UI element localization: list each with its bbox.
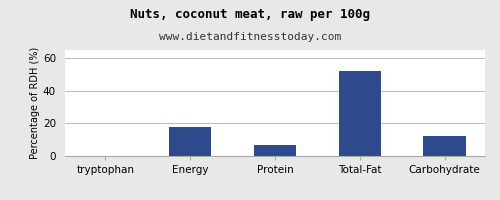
Y-axis label: Percentage of RDH (%): Percentage of RDH (%) (30, 47, 40, 159)
Bar (254, 145, 296, 156)
Bar (424, 136, 466, 156)
Text: Nuts, coconut meat, raw per 100g: Nuts, coconut meat, raw per 100g (130, 8, 370, 21)
Bar (338, 71, 381, 156)
Bar (169, 127, 212, 156)
Text: www.dietandfitnesstoday.com: www.dietandfitnesstoday.com (159, 32, 341, 42)
